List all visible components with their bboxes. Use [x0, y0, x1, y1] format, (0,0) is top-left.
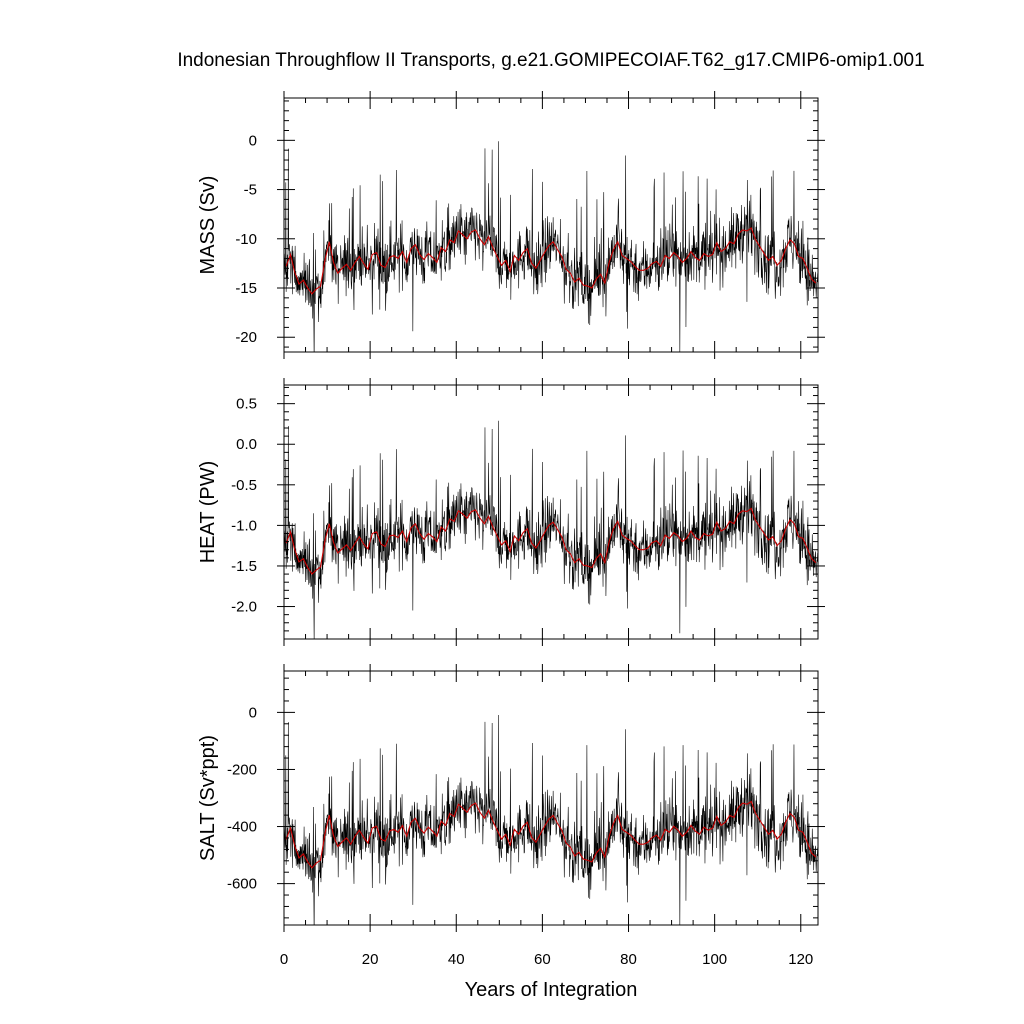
annual-mean-line	[285, 507, 817, 575]
x-tick-label: 0	[280, 951, 288, 968]
panel-1: 0 -5 -10 -15 -20 MASS (Sv)	[197, 91, 825, 359]
panels-group: 0 -5 -10 -15 -20 MASS (Sv) 0.5 0.0 -0.5 -1.0 -1.5 -…	[197, 91, 825, 968]
chart-title: Indonesian Throughflow II Transports, g.…	[177, 50, 924, 71]
x-tick-labels: 0 20 40 60 80 100 120	[280, 951, 813, 968]
x-tick-label: 120	[788, 951, 813, 968]
y-tick-label: -200	[227, 761, 257, 778]
x-tick-label: 40	[448, 951, 465, 968]
y-tick-label: 0.0	[236, 436, 257, 453]
monthly-series-line	[284, 141, 818, 352]
y-axis-title: HEAT (PW)	[197, 461, 219, 564]
y-tick-label: -600	[227, 876, 257, 893]
x-axis-title: Years of Integration	[465, 979, 638, 1001]
y-tick-label: -10	[235, 231, 257, 248]
panel-frame	[283, 670, 819, 926]
monthly-series-line	[284, 715, 818, 925]
panel-frame	[283, 97, 819, 353]
y-tick-label: -5	[244, 182, 257, 199]
y-tick-label: -1.5	[231, 558, 257, 575]
y-tick-label: -20	[235, 329, 257, 346]
monthly-series-line	[284, 420, 818, 639]
y-tick-label: 0.5	[236, 396, 257, 413]
panel-3: 0 -200 -400 -600 SALT (Sv*ppt)	[197, 664, 825, 932]
y-axis-title: MASS (Sv)	[197, 176, 219, 275]
x-tick-label: 80	[620, 951, 637, 968]
y-tick-label: -0.5	[231, 477, 257, 494]
annual-mean-line	[285, 800, 817, 869]
y-axis-title: SALT (Sv*ppt)	[197, 735, 219, 861]
y-tick-label: 0	[249, 132, 257, 149]
panel-frame	[283, 384, 819, 640]
x-tick-label: 60	[534, 951, 551, 968]
annual-mean-line	[285, 227, 817, 295]
panel-2: 0.5 0.0 -0.5 -1.0 -1.5 -2.0 HEAT (PW)	[197, 378, 825, 646]
x-tick-label: 20	[362, 951, 379, 968]
y-tick-label: -2.0	[231, 599, 257, 616]
y-tick-label: -1.0	[231, 517, 257, 534]
y-tick-label: 0	[249, 704, 257, 721]
y-tick-label: -15	[235, 280, 257, 297]
x-tick-label: 100	[702, 951, 727, 968]
y-tick-label: -400	[227, 819, 257, 836]
